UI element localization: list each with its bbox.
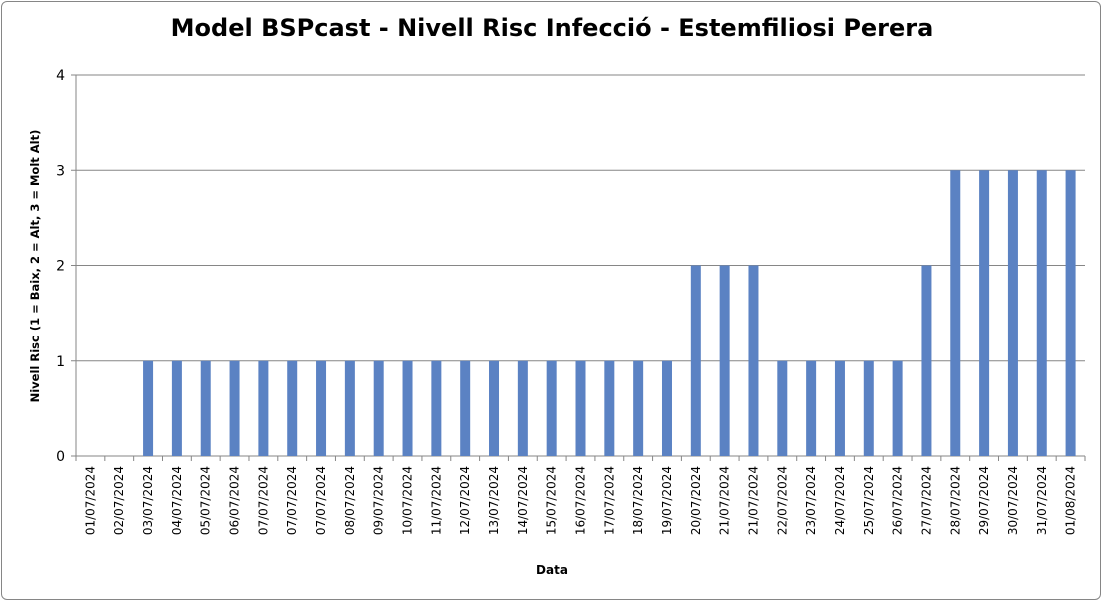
x-tick-label: 01/07/2024: [83, 466, 97, 535]
bar: [1007, 170, 1018, 456]
x-tick-label: 06/07/2024: [228, 466, 242, 535]
x-tick-label: 27/07/2024: [919, 466, 933, 535]
x-tick-label: 01/08/2024: [1064, 466, 1078, 535]
bar: [719, 265, 730, 456]
bar: [806, 360, 817, 456]
x-tick-label: 29/07/2024: [977, 466, 991, 535]
x-tick-label: 24/07/2024: [833, 466, 847, 535]
bar: [373, 360, 384, 456]
bar: [921, 265, 932, 456]
x-tick-label: 08/07/2024: [343, 466, 357, 535]
x-tick-label: 18/07/2024: [631, 466, 645, 535]
bar: [748, 265, 759, 456]
x-tick-label: 15/07/2024: [545, 466, 559, 535]
bar: [950, 170, 961, 456]
x-tick-label: 30/07/2024: [1006, 466, 1020, 535]
x-tick-label: 07/07/2024: [285, 466, 299, 535]
x-tick-label: 09/07/2024: [372, 466, 386, 535]
x-tick-label: 07/07/2024: [314, 466, 328, 535]
x-tick-label: 07/07/2024: [256, 466, 270, 535]
x-tick-label: 19/07/2024: [660, 466, 674, 535]
bar: [575, 360, 586, 456]
x-tick-label: 22/07/2024: [775, 466, 789, 535]
bar: [661, 360, 672, 456]
bar: [690, 265, 701, 456]
bar: [200, 360, 211, 456]
x-tick-label: 17/07/2024: [602, 466, 616, 535]
bar: [489, 360, 500, 456]
x-tick-label: 25/07/2024: [862, 466, 876, 535]
x-tick-label: 16/07/2024: [574, 466, 588, 535]
bar: [287, 360, 298, 456]
bar: [460, 360, 471, 456]
y-tick-label: 1: [56, 354, 65, 370]
x-axis-label: Data: [536, 563, 568, 577]
y-tick-label: 3: [56, 163, 65, 179]
bar: [517, 360, 528, 456]
x-tick-label: 10/07/2024: [401, 466, 415, 535]
bar: [431, 360, 442, 456]
bar: [171, 360, 182, 456]
bar: [258, 360, 269, 456]
x-tick-label: 11/07/2024: [429, 466, 443, 535]
x-tick-label: 20/07/2024: [689, 466, 703, 535]
bar: [604, 360, 615, 456]
chart-title: Model BSPcast - Nivell Risc Infecció - E…: [170, 14, 934, 42]
bar: [316, 360, 327, 456]
y-tick-label: 0: [56, 449, 65, 465]
y-tick-label: 2: [56, 259, 65, 275]
bar: [979, 170, 990, 456]
bar: [834, 360, 845, 456]
bar: [546, 360, 557, 456]
bar: [402, 360, 413, 456]
x-tick-label: 14/07/2024: [516, 466, 530, 535]
bar: [344, 360, 355, 456]
bar: [229, 360, 240, 456]
x-tick-label: 02/07/2024: [112, 466, 126, 535]
x-tick-label: 23/07/2024: [804, 466, 818, 535]
x-tick-label: 31/07/2024: [1035, 466, 1049, 535]
bar: [892, 360, 903, 456]
bar: [1036, 170, 1047, 456]
x-tick-label: 21/07/2024: [718, 466, 732, 535]
x-tick-label: 28/07/2024: [948, 466, 962, 535]
x-tick-label: 04/07/2024: [170, 466, 184, 535]
x-tick-label: 03/07/2024: [141, 466, 155, 535]
x-tick-label: 21/07/2024: [746, 466, 760, 535]
x-tick-label: 05/07/2024: [199, 466, 213, 535]
x-tick-label: 12/07/2024: [458, 466, 472, 535]
bar: [633, 360, 644, 456]
x-tick-label: 26/07/2024: [891, 466, 905, 535]
y-tick-label: 4: [56, 68, 65, 84]
x-tick-label: 13/07/2024: [487, 466, 501, 535]
bar: [143, 360, 154, 456]
bar: [863, 360, 874, 456]
bar: [777, 360, 788, 456]
bar: [1065, 170, 1076, 456]
